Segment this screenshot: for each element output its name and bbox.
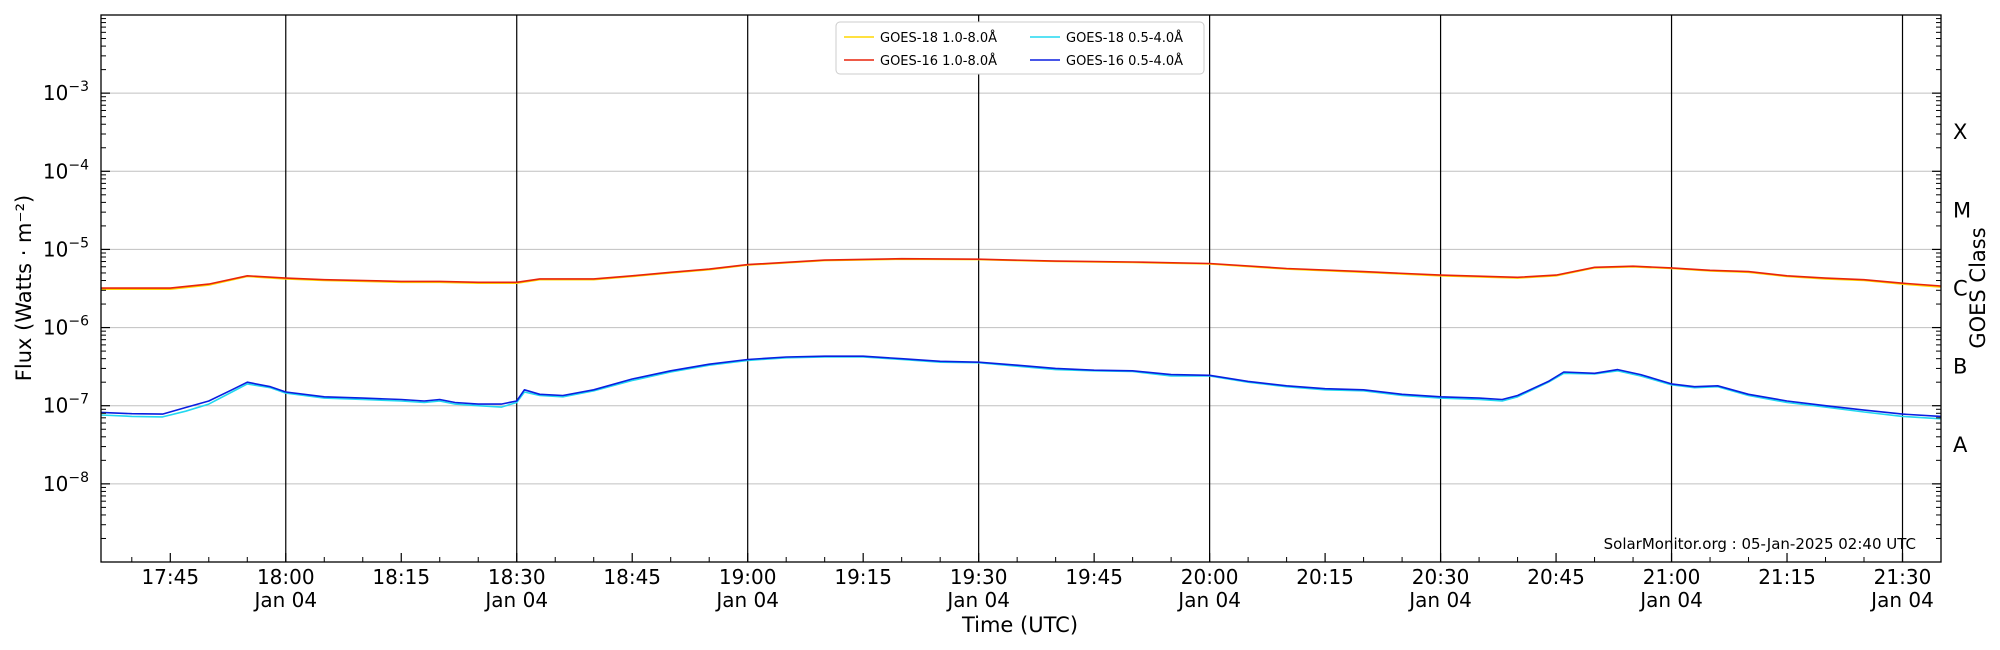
x-tick-date: Jan 04 bbox=[945, 588, 1010, 612]
y-tick-label: 10−4 bbox=[43, 157, 89, 183]
y-tick-base: 10 bbox=[43, 472, 68, 496]
x-tick-label: 21:15 bbox=[1758, 565, 1816, 589]
x-tick-label: 19:45 bbox=[1065, 565, 1123, 589]
y-tick-label: 10−5 bbox=[43, 235, 89, 261]
y-tick-exponent: −4 bbox=[68, 157, 89, 173]
y-tick-labels: 10−810−710−610−510−410−3 bbox=[43, 79, 89, 496]
legend: GOES-18 1.0-8.0Å GOES-16 1.0-8.0Å GOES-1… bbox=[835, 21, 1205, 75]
x-tick-label: 18:45 bbox=[603, 565, 661, 589]
y-tick-exponent: −8 bbox=[68, 470, 89, 486]
y-tick-base: 10 bbox=[43, 316, 68, 340]
plot-frame bbox=[100, 14, 1942, 563]
legend-box bbox=[835, 21, 1205, 75]
goes-class-c: C bbox=[1953, 277, 1968, 301]
x-axis-label: Time (UTC) bbox=[961, 613, 1078, 637]
series-line-0 bbox=[101, 258, 1942, 291]
y-tick-exponent: −6 bbox=[68, 314, 89, 330]
series-lines bbox=[100, 257, 1942, 420]
x-tick-label: 19:15 bbox=[834, 565, 892, 589]
x-tick-label: 21:30 bbox=[1874, 565, 1932, 589]
x-tick-label: 18:30 bbox=[488, 565, 546, 589]
x-tick-date: Jan 04 bbox=[1638, 588, 1703, 612]
x-tick-label: 18:15 bbox=[372, 565, 430, 589]
x-tick-label: 20:45 bbox=[1527, 565, 1585, 589]
y-tick-label: 10−3 bbox=[43, 79, 89, 105]
legend-label-goes16-long: GOES-16 1.0-8.0Å bbox=[880, 53, 997, 69]
y-tick-base: 10 bbox=[43, 81, 68, 105]
goes-class-m: M bbox=[1953, 198, 1971, 222]
y-tick-exponent: −5 bbox=[68, 235, 89, 251]
series-line-2 bbox=[100, 356, 1942, 420]
x-tick-date: Jan 04 bbox=[1869, 588, 1934, 612]
x-tick-label: 17:45 bbox=[141, 565, 199, 589]
x-tick-label: 19:30 bbox=[950, 565, 1008, 589]
series-line-1 bbox=[101, 257, 1942, 289]
y-tick-exponent: −3 bbox=[68, 79, 89, 95]
x-tick-label: 20:30 bbox=[1412, 565, 1470, 589]
vertical-grid bbox=[285, 15, 1904, 562]
y2-axis-label: GOES Class bbox=[1966, 227, 1990, 348]
goes-class-x: X bbox=[1953, 120, 1967, 144]
x-tick-date: Jan 04 bbox=[1176, 588, 1241, 612]
goes-class-b: B bbox=[1953, 355, 1967, 379]
x-tick-label: 18:00 bbox=[257, 565, 315, 589]
credit-text: SolarMonitor.org : 05-Jan-2025 02:40 UTC bbox=[1604, 535, 1916, 553]
x-tick-label: 19:00 bbox=[719, 565, 777, 589]
y-tick-label: 10−8 bbox=[43, 470, 89, 496]
y-tick-base: 10 bbox=[43, 159, 68, 183]
x-tick-label: 21:00 bbox=[1643, 565, 1701, 589]
x-tick-date: Jan 04 bbox=[483, 588, 548, 612]
y-axis-label: Flux (Watts · m⁻²) bbox=[12, 195, 36, 381]
legend-label-goes16-short: GOES-16 0.5-4.0Å bbox=[1066, 53, 1183, 69]
x-tick-date: Jan 04 bbox=[252, 588, 317, 612]
y-tick-base: 10 bbox=[43, 394, 68, 418]
x-tick-label: 20:15 bbox=[1296, 565, 1354, 589]
y-tick-exponent: −7 bbox=[68, 392, 89, 408]
legend-label-goes18-long: GOES-18 1.0-8.0Å bbox=[880, 30, 997, 46]
x-tick-date: Jan 04 bbox=[714, 588, 779, 612]
y-tick-base: 10 bbox=[43, 237, 68, 261]
y-tick-label: 10−6 bbox=[43, 314, 89, 340]
legend-label-goes18-short: GOES-18 0.5-4.0Å bbox=[1066, 30, 1183, 46]
x-tick-date: Jan 04 bbox=[1407, 588, 1472, 612]
goes-class-labels: A B C M X bbox=[1953, 120, 1971, 457]
y-tick-label: 10−7 bbox=[43, 392, 89, 418]
axis-ticks bbox=[101, 18, 1942, 562]
x-tick-label: 20:00 bbox=[1181, 565, 1239, 589]
goes-class-a: A bbox=[1953, 433, 1968, 457]
horizontal-grid bbox=[101, 92, 1941, 485]
series-line-3 bbox=[100, 355, 1942, 418]
